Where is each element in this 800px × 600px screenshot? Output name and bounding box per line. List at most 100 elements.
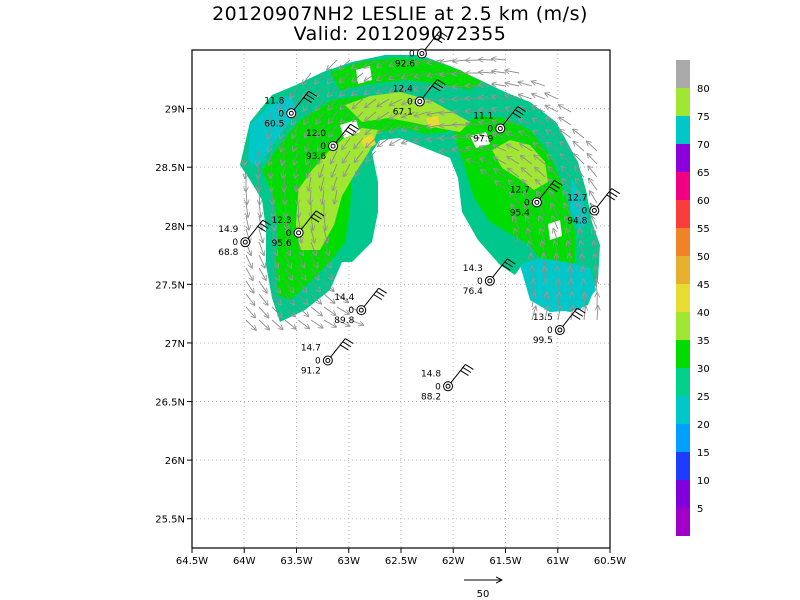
colorbar-label: 20 xyxy=(697,420,710,431)
wind-vector xyxy=(297,293,308,304)
station-humidity: 68.8 xyxy=(218,248,238,258)
colorbar-label: 75 xyxy=(697,112,710,123)
colorbar-segment xyxy=(676,228,690,256)
wind-vector xyxy=(596,280,597,295)
wind-vector xyxy=(584,293,585,308)
wind-vector xyxy=(574,142,585,152)
wind-vector xyxy=(284,306,295,317)
station-marker: 14.8 088.2 xyxy=(421,363,474,402)
wind-barb-flag xyxy=(305,94,315,100)
wind-barb-flag xyxy=(375,290,385,297)
wind-vector xyxy=(258,306,269,317)
colorbar-segment xyxy=(676,368,690,396)
wind-vector xyxy=(310,319,323,328)
wind-vector xyxy=(466,148,481,152)
wind-vector xyxy=(558,306,560,321)
colorbar-label: 60 xyxy=(697,196,710,207)
x-tick-label: 62.5W xyxy=(385,556,417,567)
wind-vector xyxy=(526,216,533,230)
colorbar-segment xyxy=(676,312,690,340)
wind-vector xyxy=(245,293,255,305)
wind-vector xyxy=(298,202,299,217)
wind-vector xyxy=(548,167,559,178)
wind-vector xyxy=(507,157,520,165)
wind-vector xyxy=(378,137,390,146)
wind-vector xyxy=(323,241,329,255)
wind-vector xyxy=(271,228,276,243)
wind-vector xyxy=(336,306,349,314)
wind-vector xyxy=(303,72,312,84)
station-zero: 0 xyxy=(409,50,415,60)
wind-barb-flag xyxy=(378,287,387,294)
wind-barb-flag xyxy=(303,97,312,104)
wind-vector xyxy=(509,180,520,191)
wind-vector xyxy=(466,123,481,125)
station-humidity: 95.4 xyxy=(510,208,530,218)
station-marker: 13.5 099.5 xyxy=(533,307,586,346)
station-zero: 0 xyxy=(547,326,553,336)
wind-barb-flag xyxy=(315,210,325,217)
wind-vector xyxy=(570,267,571,282)
wind-vector xyxy=(298,215,300,230)
wind-vector xyxy=(272,202,274,217)
wind-vector xyxy=(558,293,559,308)
colorbar-label: 70 xyxy=(697,140,710,151)
wind-vector xyxy=(272,215,275,230)
map-title: 20120907NH2 LESLIE at 2.5 km (m/s) xyxy=(212,3,588,25)
wind-vector xyxy=(271,241,277,255)
wind-barb-flag xyxy=(574,310,584,317)
wind-vector xyxy=(284,228,289,243)
wind-vector xyxy=(311,215,313,230)
wind-vector xyxy=(579,229,585,243)
wind-vector xyxy=(319,150,325,164)
wind-vector xyxy=(329,124,338,137)
wind-vector xyxy=(402,85,416,91)
wind-barb-flag xyxy=(512,112,521,119)
wind-vector xyxy=(365,98,377,108)
wind-vector xyxy=(592,229,598,243)
station-zero: 0 xyxy=(286,229,292,239)
colorbar-segment xyxy=(676,424,690,452)
wind-vector xyxy=(336,319,350,326)
wind-barb-flag xyxy=(313,213,322,220)
wind-vector xyxy=(306,137,312,151)
station-circle-inner xyxy=(419,51,425,57)
wind-vector xyxy=(342,137,351,149)
wind-vector xyxy=(340,98,351,109)
station-circle xyxy=(328,141,339,152)
colorbar-segment xyxy=(676,508,690,536)
wind-vector xyxy=(281,137,286,151)
wind-vector xyxy=(548,155,559,165)
wind-vector xyxy=(565,216,572,230)
wind-vector xyxy=(562,179,572,191)
station-zero: 0 xyxy=(581,207,587,217)
wind-vector xyxy=(327,72,338,83)
wind-vector xyxy=(543,254,545,269)
colorbar-label: 15 xyxy=(697,448,710,459)
wind-vector xyxy=(506,132,520,139)
wind-vector xyxy=(283,163,285,178)
wind-vector xyxy=(306,150,312,164)
wind-vector xyxy=(390,85,403,92)
wind-vector xyxy=(466,136,481,139)
wind-barb-flag xyxy=(347,126,357,133)
station-circle xyxy=(414,96,425,107)
wind-vector xyxy=(453,149,468,151)
wind-barb-flag xyxy=(462,367,472,373)
wind-vector xyxy=(271,280,280,292)
x-tick-label: 61W xyxy=(546,556,569,567)
wind-vector xyxy=(245,306,255,318)
wind-barb-flag xyxy=(554,179,563,186)
colorbar-segment xyxy=(676,284,690,312)
wind-vector xyxy=(453,73,468,74)
wind-vector xyxy=(268,124,273,138)
wind-barb-flag xyxy=(460,370,469,377)
wind-barb-flag xyxy=(436,34,446,41)
wind-vector xyxy=(467,160,481,165)
wind-vector xyxy=(534,143,546,152)
station-temp: 14.8 xyxy=(421,369,441,379)
colorbar-segment xyxy=(676,200,690,228)
wind-vector xyxy=(378,124,390,133)
wind-vector xyxy=(390,111,403,119)
